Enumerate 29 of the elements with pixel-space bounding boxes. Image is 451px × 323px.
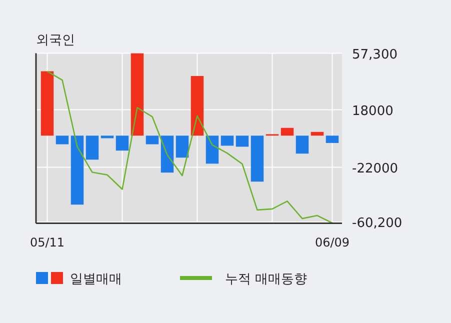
bar: [176, 136, 189, 158]
bar: [236, 136, 249, 147]
bar: [190, 76, 204, 136]
y-tick-label: -60,200: [352, 216, 402, 232]
bar: [116, 136, 129, 151]
legend-label: 일별매매: [70, 272, 122, 287]
bar: [160, 136, 174, 173]
bar: [100, 136, 114, 138]
x-tick-label: 06/09: [314, 235, 350, 250]
chart-title: 외국인: [36, 33, 75, 48]
bar: [206, 136, 219, 164]
bar: [220, 136, 234, 146]
bar: [86, 136, 99, 160]
bar: [56, 136, 69, 144]
bar: [280, 128, 294, 136]
legend-label: 누적 매매동향: [225, 272, 308, 287]
bar: [296, 136, 309, 154]
bar: [310, 132, 324, 136]
y-tick-label: -22000: [352, 161, 398, 176]
y-tick-label: 57,300: [352, 47, 398, 62]
bar: [70, 136, 84, 205]
bar: [146, 136, 159, 144]
bar: [130, 53, 144, 136]
x-tick-label: 05/11: [30, 235, 65, 250]
bar: [326, 136, 339, 143]
bar: [40, 71, 54, 136]
bar: [250, 136, 264, 182]
line-series: [46, 70, 333, 224]
y-tick-label: 18000: [352, 104, 394, 119]
